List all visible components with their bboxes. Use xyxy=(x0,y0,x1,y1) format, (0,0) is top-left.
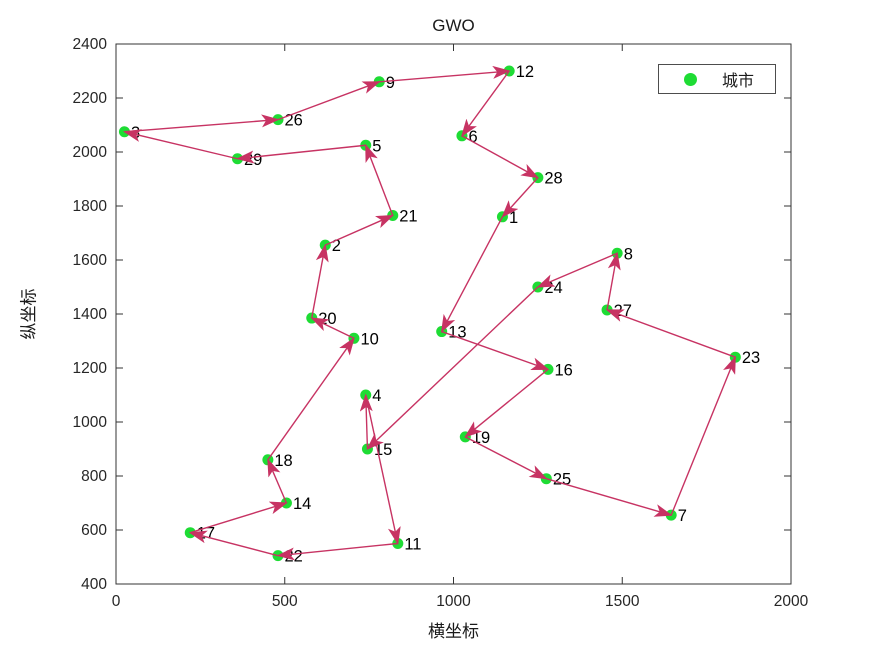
route-edge-18-10 xyxy=(267,337,355,461)
city-label-21: 21 xyxy=(399,207,417,225)
city-label-29: 29 xyxy=(244,151,262,169)
y-tick-label: 2200 xyxy=(73,90,108,107)
route-edge-5-29 xyxy=(236,144,366,164)
route-edge-7-23 xyxy=(670,355,736,516)
route-edge-15-4 xyxy=(359,393,373,450)
route-edges xyxy=(122,65,736,561)
legend: 城市 xyxy=(658,64,776,94)
route-edge-26-9 xyxy=(277,81,381,121)
city-label-24: 24 xyxy=(544,279,562,297)
city-label-18: 18 xyxy=(274,452,292,470)
x-axis-label: 横坐标 xyxy=(428,622,479,641)
route-edge-13-16 xyxy=(441,330,550,371)
city-label-10: 10 xyxy=(360,330,378,348)
route-edge-22-17 xyxy=(188,530,279,557)
y-tick-label: 1800 xyxy=(73,198,108,215)
y-tick-label: 800 xyxy=(81,468,107,485)
route-edge-25-7 xyxy=(546,478,673,517)
city-label-2: 2 xyxy=(332,237,341,255)
route-edge-24-15 xyxy=(366,286,539,451)
route-edge-3-26 xyxy=(124,114,280,133)
route-edge-9-12 xyxy=(379,65,511,83)
legend-label: 城市 xyxy=(722,73,755,90)
route-edge-17-14 xyxy=(190,501,288,534)
y-tick-label: 1600 xyxy=(73,252,108,269)
route-edge-27-8 xyxy=(606,251,621,311)
city-label-28: 28 xyxy=(544,170,562,188)
city-label-1: 1 xyxy=(509,209,518,227)
route-edge-10-20 xyxy=(310,317,355,339)
route-edge-1-13 xyxy=(440,216,504,333)
y-tick-label: 2000 xyxy=(73,144,108,161)
x-tick-label: 2000 xyxy=(774,593,809,610)
y-tick-label: 600 xyxy=(81,522,107,539)
y-tick-label: 1000 xyxy=(73,414,108,431)
tick-labels: 0 500 1000 1500 2000 400 600 800 1000 1200 1400 160… xyxy=(73,36,809,610)
city-label-25: 25 xyxy=(553,471,571,489)
route-edge-12-6 xyxy=(461,70,510,138)
city-label-19: 19 xyxy=(472,429,490,447)
city-label-12: 12 xyxy=(516,63,534,81)
city-label-11: 11 xyxy=(404,536,421,554)
city-points xyxy=(118,65,741,562)
city-labels: 1234567891011121314151617181920212223242… xyxy=(131,63,760,566)
y-tick-label: 1400 xyxy=(73,306,108,323)
city-label-16: 16 xyxy=(555,361,573,379)
city-label-22: 22 xyxy=(285,548,303,566)
route-edge-16-19 xyxy=(464,368,549,438)
route-edge-28-1 xyxy=(501,177,539,218)
route-edge-14-18 xyxy=(267,458,288,504)
city-label-23: 23 xyxy=(742,349,760,367)
city-label-5: 5 xyxy=(372,137,381,155)
y-tick-label: 2400 xyxy=(73,36,108,53)
city-label-27: 27 xyxy=(614,302,632,320)
route-edge-6-28 xyxy=(461,135,540,179)
city-label-4: 4 xyxy=(372,387,381,405)
city-label-8: 8 xyxy=(624,245,633,263)
route-edge-4-11 xyxy=(365,394,401,545)
x-tick-label: 1000 xyxy=(436,593,471,610)
route-edge-11-22 xyxy=(276,542,398,561)
route-edge-29-3 xyxy=(122,129,238,160)
route-edge-23-27 xyxy=(605,309,736,358)
city-label-3: 3 xyxy=(131,124,140,142)
y-axis-label: 纵坐标 xyxy=(19,288,39,340)
axis-ticks xyxy=(115,43,792,585)
route-edge-19-25 xyxy=(464,436,548,480)
x-tick-label: 0 xyxy=(112,593,121,610)
x-tick-label: 500 xyxy=(272,593,298,610)
city-marker-icon xyxy=(684,72,697,86)
route-edge-8-24 xyxy=(536,252,618,288)
city-label-14: 14 xyxy=(293,495,311,513)
y-tick-label: 400 xyxy=(81,576,107,593)
route-edge-2-21 xyxy=(324,214,395,246)
plot-title: GWO xyxy=(432,16,475,35)
x-tick-label: 1500 xyxy=(605,593,640,610)
route-edge-21-5 xyxy=(365,143,394,216)
city-label-7: 7 xyxy=(678,507,687,525)
y-tick-label: 1200 xyxy=(73,360,108,377)
city-label-9: 9 xyxy=(386,74,395,92)
route-edge-20-2 xyxy=(311,243,329,319)
